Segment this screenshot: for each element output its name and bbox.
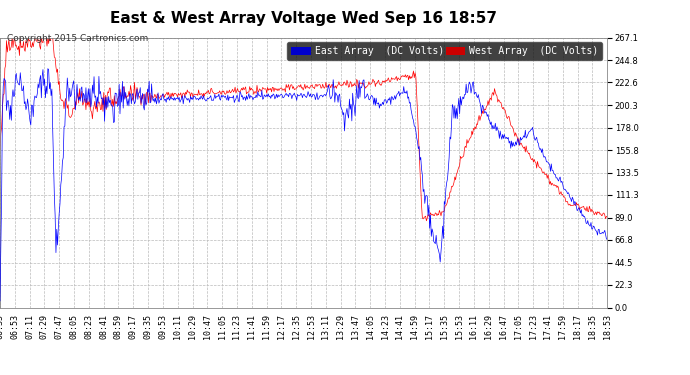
Text: Copyright 2015 Cartronics.com: Copyright 2015 Cartronics.com	[7, 34, 148, 43]
Text: East & West Array Voltage Wed Sep 16 18:57: East & West Array Voltage Wed Sep 16 18:…	[110, 11, 497, 26]
Legend: East Array  (DC Volts), West Array  (DC Volts): East Array (DC Volts), West Array (DC Vo…	[288, 42, 602, 60]
